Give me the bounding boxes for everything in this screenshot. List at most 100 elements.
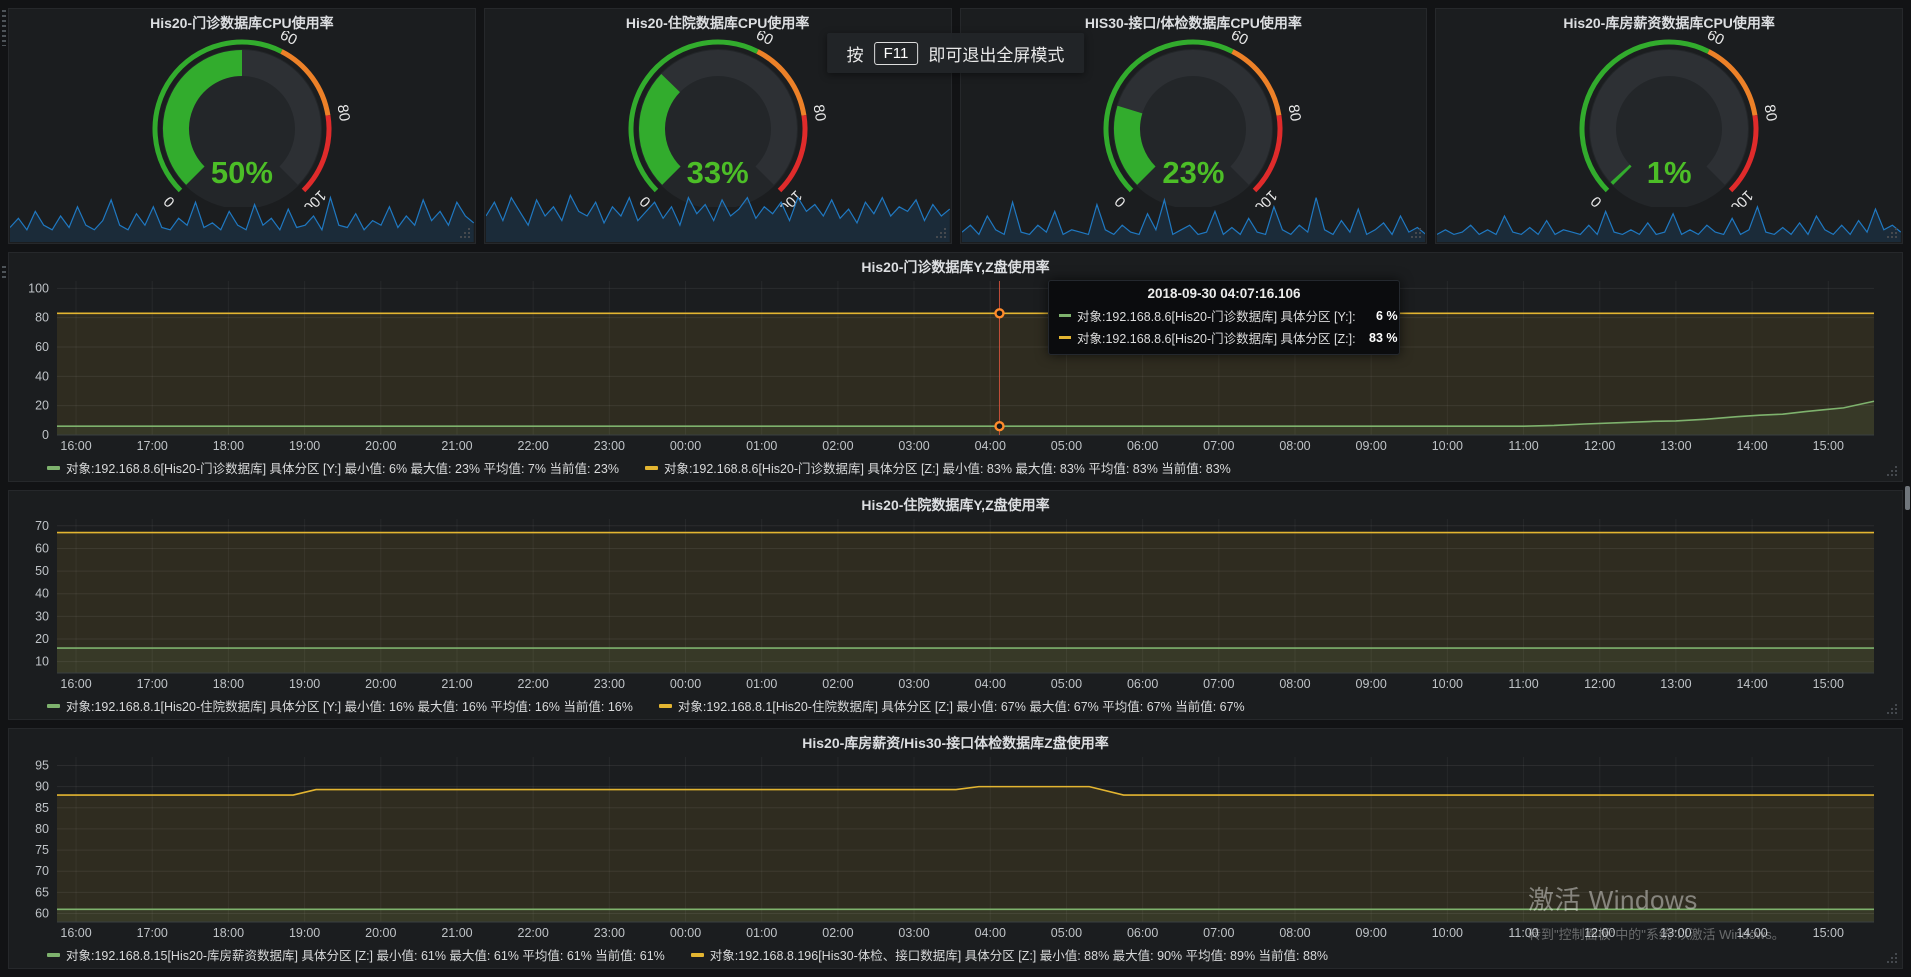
panel-resize-handle[interactable] bbox=[1409, 226, 1423, 240]
svg-text:23:00: 23:00 bbox=[594, 926, 625, 940]
panel-resize-handle[interactable] bbox=[1885, 702, 1899, 716]
series-color-dash bbox=[1059, 314, 1071, 317]
panel-title[interactable]: His20-门诊数据库CPU使用率 bbox=[150, 15, 334, 31]
panel-title[interactable]: His20-住院数据库Y,Z盘使用率 bbox=[861, 497, 1050, 513]
panel-title[interactable]: His20-住院数据库CPU使用率 bbox=[625, 15, 810, 31]
svg-text:20: 20 bbox=[35, 632, 49, 646]
svg-text:13:00: 13:00 bbox=[1660, 677, 1691, 691]
svg-text:80: 80 bbox=[1761, 103, 1780, 122]
svg-text:01:00: 01:00 bbox=[746, 926, 777, 940]
panel-resize-handle[interactable] bbox=[1885, 464, 1899, 478]
cpu-sparkline bbox=[1437, 204, 1901, 242]
panel-resize-handle[interactable] bbox=[934, 226, 948, 240]
svg-text:40: 40 bbox=[35, 369, 49, 383]
row-handle-dots bbox=[2, 266, 6, 280]
svg-text:08:00: 08:00 bbox=[1279, 439, 1310, 453]
svg-text:00:00: 00:00 bbox=[670, 439, 701, 453]
legend-item[interactable]: 对象:192.168.8.6[His20-门诊数据库] 具体分区 [Y:] 最小… bbox=[47, 458, 619, 477]
svg-text:20:00: 20:00 bbox=[365, 926, 396, 940]
timeseries-chart[interactable]: 0 20 40 60 80 100 16:00 17:00 18:00 19:00 20:00 21:… bbox=[9, 275, 1902, 457]
cpu-sparkline bbox=[10, 195, 474, 242]
page-scrollbar-thumb[interactable] bbox=[1905, 486, 1910, 510]
svg-text:11:00: 11:00 bbox=[1508, 677, 1538, 691]
graph-tooltip: 2018-09-30 04:07:16.106 对象:192.168.8.6[H… bbox=[1048, 280, 1400, 355]
gauge-panel-kufang-xinzi: His20-库房薪资数据库CPU使用率 0 60 80 100 1% bbox=[1435, 8, 1903, 244]
svg-text:80: 80 bbox=[809, 103, 828, 122]
series-color-dash bbox=[47, 465, 60, 470]
series-color-dash bbox=[690, 952, 704, 957]
legend-item[interactable]: 对象:192.168.8.196[His30-体检、接口数据库] 具体分区 [Z… bbox=[690, 945, 1329, 964]
svg-text:75: 75 bbox=[35, 843, 49, 857]
svg-text:09:00: 09:00 bbox=[1356, 926, 1387, 940]
svg-text:40: 40 bbox=[35, 587, 49, 601]
svg-text:16:00: 16:00 bbox=[60, 926, 91, 940]
svg-text:12:00: 12:00 bbox=[1584, 677, 1615, 691]
gauge-value: 23% bbox=[1162, 155, 1225, 190]
tooltip-series-value: 83 % bbox=[1369, 330, 1398, 345]
svg-text:60: 60 bbox=[35, 907, 49, 921]
gauge-value: 50% bbox=[210, 155, 273, 190]
panel-title[interactable]: His20-库房薪资数据库CPU使用率 bbox=[1563, 15, 1775, 31]
svg-text:21:00: 21:00 bbox=[441, 926, 472, 940]
legend-text: 对象:192.168.8.6[His20-门诊数据库] 具体分区 [Y:] 最小… bbox=[66, 462, 619, 476]
svg-text:01:00: 01:00 bbox=[746, 439, 777, 453]
svg-text:08:00: 08:00 bbox=[1279, 677, 1310, 691]
svg-text:15:00: 15:00 bbox=[1813, 439, 1844, 453]
tooltip-series-value: 6 % bbox=[1376, 308, 1398, 323]
svg-text:80: 80 bbox=[35, 822, 49, 836]
svg-text:05:00: 05:00 bbox=[1051, 926, 1082, 940]
svg-text:04:00: 04:00 bbox=[975, 439, 1006, 453]
svg-text:80: 80 bbox=[35, 311, 49, 325]
legend-item[interactable]: 对象:192.168.8.6[His20-门诊数据库] 具体分区 [Z:] 最小… bbox=[644, 458, 1231, 477]
svg-text:14:00: 14:00 bbox=[1736, 926, 1767, 940]
legend-item[interactable]: 对象:192.168.8.1[His20-住院数据库] 具体分区 [Y:] 最小… bbox=[47, 696, 633, 715]
svg-text:11:00: 11:00 bbox=[1508, 439, 1538, 453]
timeseries-chart[interactable]: 10 20 30 40 50 60 70 16:00 17:00 18:00 19:00 20:00 2… bbox=[9, 513, 1902, 695]
tooltip-timestamp: 2018-09-30 04:07:16.106 bbox=[1147, 286, 1301, 301]
svg-text:05:00: 05:00 bbox=[1051, 677, 1082, 691]
cpu-sparkline bbox=[485, 193, 950, 242]
legend: 对象:192.168.8.6[His20-门诊数据库] 具体分区 [Y:] 最小… bbox=[47, 458, 1231, 477]
svg-text:14:00: 14:00 bbox=[1736, 677, 1767, 691]
svg-text:21:00: 21:00 bbox=[441, 439, 472, 453]
svg-text:80: 80 bbox=[333, 103, 352, 122]
gauge-panel-menzhen: His20-门诊数据库CPU使用率 0 60 80 100 50% bbox=[8, 8, 476, 244]
svg-text:10:00: 10:00 bbox=[1432, 926, 1463, 940]
svg-text:0: 0 bbox=[42, 428, 49, 442]
svg-text:06:00: 06:00 bbox=[1127, 439, 1158, 453]
svg-text:20: 20 bbox=[35, 399, 49, 413]
svg-text:06:00: 06:00 bbox=[1127, 926, 1158, 940]
svg-text:03:00: 03:00 bbox=[898, 926, 929, 940]
svg-text:07:00: 07:00 bbox=[1203, 439, 1234, 453]
svg-text:18:00: 18:00 bbox=[213, 439, 244, 453]
svg-text:13:00: 13:00 bbox=[1660, 439, 1691, 453]
panel-title[interactable]: His20-库房薪资/His30-接口体检数据库Z盘使用率 bbox=[802, 735, 1109, 751]
svg-text:05:00: 05:00 bbox=[1051, 439, 1082, 453]
timeseries-chart[interactable]: 60 65 70 75 80 85 90 95 16:00 17:00 18:00 19:00 20:0… bbox=[9, 751, 1902, 944]
svg-text:60: 60 bbox=[1704, 31, 1727, 49]
svg-text:100: 100 bbox=[28, 281, 49, 295]
svg-text:08:00: 08:00 bbox=[1279, 926, 1310, 940]
svg-text:09:00: 09:00 bbox=[1356, 677, 1387, 691]
panel-resize-handle[interactable] bbox=[458, 226, 472, 240]
svg-text:12:00: 12:00 bbox=[1584, 439, 1615, 453]
panel-resize-handle[interactable] bbox=[1885, 226, 1899, 240]
chart-panel-kufang-jiekou-disk: His20-库房薪资/His30-接口体检数据库Z盘使用率 60 65 70 75 80… bbox=[8, 728, 1903, 969]
svg-text:04:00: 04:00 bbox=[975, 677, 1006, 691]
legend-text: 对象:192.168.8.6[His20-门诊数据库] 具体分区 [Z:] 最小… bbox=[663, 462, 1231, 476]
legend-item[interactable]: 对象:192.168.8.1[His20-住院数据库] 具体分区 [Z:] 最小… bbox=[658, 696, 1245, 715]
legend-text: 对象:192.168.8.15[His20-库房薪资数据库] 具体分区 [Z:]… bbox=[66, 949, 665, 963]
legend-text: 对象:192.168.8.196[His30-体检、接口数据库] 具体分区 [Z… bbox=[709, 949, 1329, 963]
svg-text:14:00: 14:00 bbox=[1736, 439, 1767, 453]
legend-item[interactable]: 对象:192.168.8.15[His20-库房薪资数据库] 具体分区 [Z:]… bbox=[47, 945, 665, 964]
panel-title[interactable]: HIS30-接口/体检数据库CPU使用率 bbox=[1084, 15, 1302, 31]
panel-title[interactable]: His20-门诊数据库Y,Z盘使用率 bbox=[861, 259, 1050, 275]
toast-suffix: 即可退出全屏模式 bbox=[928, 45, 1065, 65]
svg-text:17:00: 17:00 bbox=[137, 439, 168, 453]
gauge-value: 33% bbox=[686, 155, 749, 190]
svg-text:17:00: 17:00 bbox=[137, 677, 168, 691]
panel-resize-handle[interactable] bbox=[1885, 951, 1899, 965]
svg-text:21:00: 21:00 bbox=[441, 677, 472, 691]
